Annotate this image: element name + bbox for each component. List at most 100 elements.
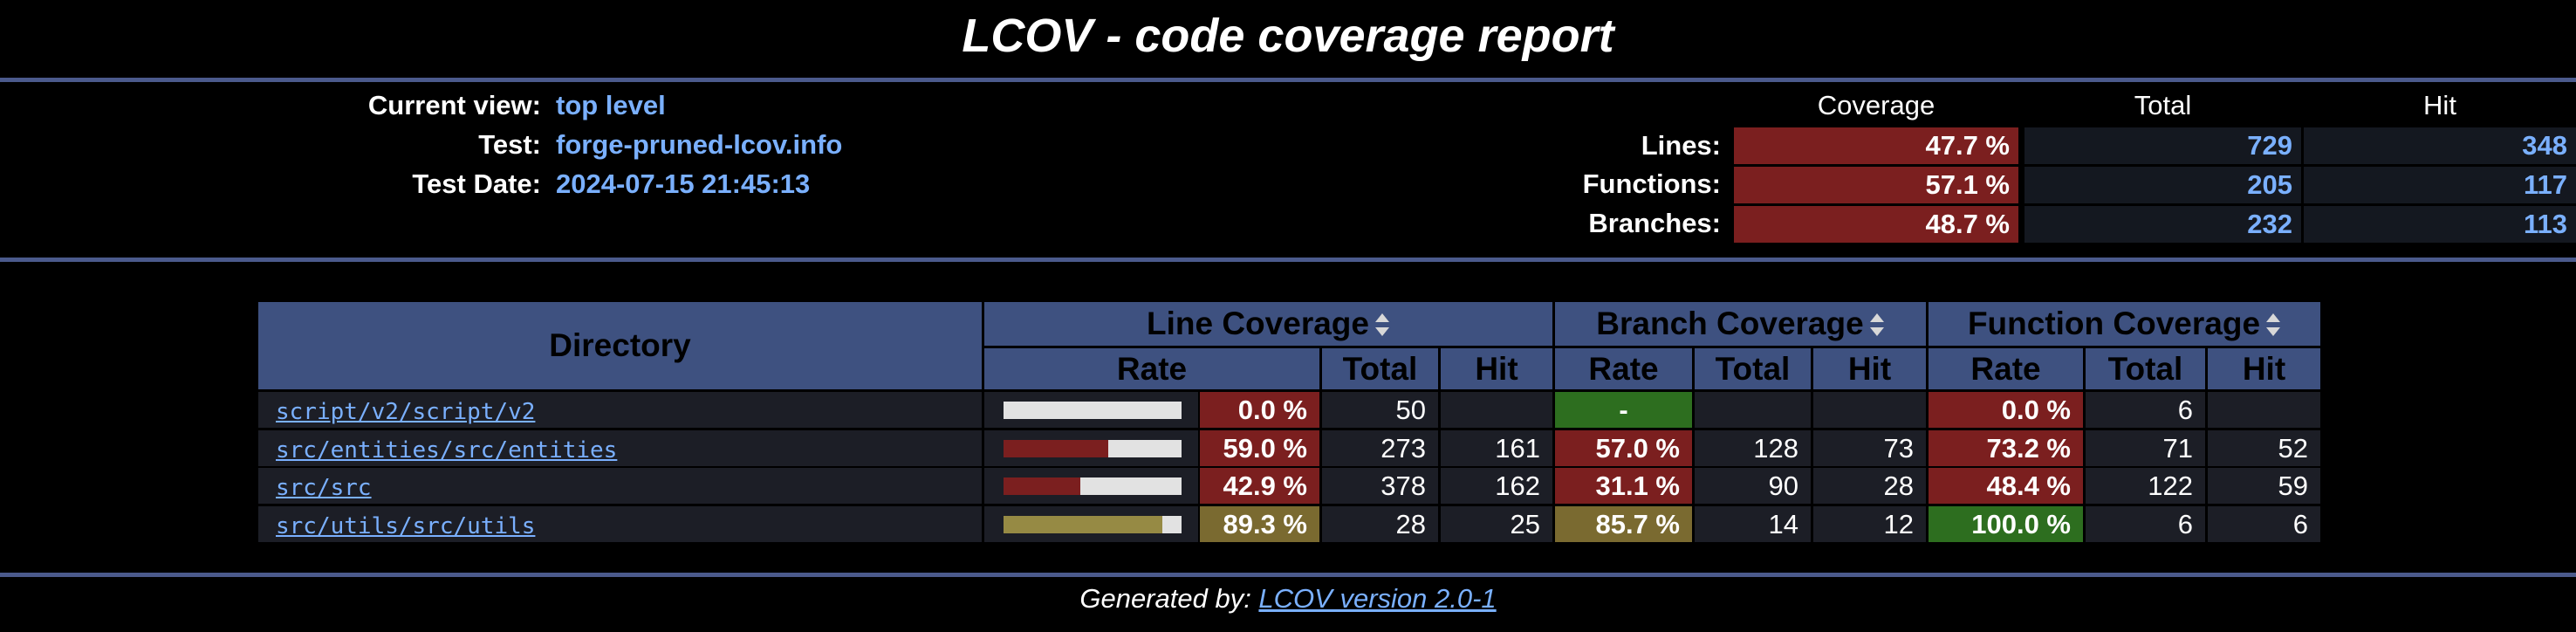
function-rate-cell: 73.2 % [1929,430,2083,466]
summary-lines-label: Lines: [1641,130,1721,161]
sort-icon[interactable] [1374,313,1390,337]
summary-functions-coverage: 57.1 % [1734,167,2018,203]
line-hit-cell: 25 [1441,506,1552,542]
coverage-bar-fill [1004,477,1080,495]
line-coverage-head[interactable]: Line Coverage [984,302,1552,346]
function-total-head: Total [2086,348,2205,389]
line-rate-cell: 59.0 % [1200,430,1319,466]
summary-lines-total: 729 [2024,127,2301,164]
line-total-head: Total [1322,348,1438,389]
directory-link[interactable]: src/utils/src/utils [276,513,536,539]
page-title: LCOV - code coverage report [962,10,1614,62]
branch-hit-cell: 28 [1813,468,1926,504]
line-total-cell: 50 [1322,392,1438,428]
footer: Generated by: LCOV version 2.0-1 [0,580,2576,618]
branch-rate-cell: 57.0 % [1555,430,1692,466]
branch-rate-cell: - [1555,392,1692,428]
line-coverage-bar-cell [984,392,1198,428]
footer-prefix: Generated by: [1079,583,1259,614]
line-hit-cell: 161 [1441,430,1552,466]
line-total-cell: 378 [1322,468,1438,504]
header-divider [0,258,2576,262]
line-rate-cell: 89.3 % [1200,506,1319,542]
line-rate-cell: 0.0 % [1200,392,1319,428]
line-hit-cell [1441,392,1552,428]
current-view-value: top level [556,90,666,120]
branch-hit-cell [1813,392,1926,428]
directory-link[interactable]: script/v2/script/v2 [276,399,536,425]
lcov-version-link[interactable]: LCOV version 2.0-1 [1258,583,1497,614]
directory-cell: src/src [258,468,982,504]
summary-functions-hit: 117 [2304,167,2576,203]
summary-hit-head: Hit [2423,90,2456,120]
function-hit-cell: 6 [2208,506,2320,542]
line-coverage-head-label: Line Coverage [1147,306,1369,341]
function-total-cell: 71 [2086,430,2205,466]
function-total-cell: 122 [2086,468,2205,504]
top-divider [0,78,2576,82]
directory-head-label: Directory [549,327,691,363]
directory-cell: script/v2/script/v2 [258,392,982,428]
function-total-cell: 6 [2086,392,2205,428]
test-date-label: Test Date: [412,168,541,199]
line-total-cell: 273 [1322,430,1438,466]
function-total-cell: 6 [2086,506,2205,542]
summary-branches-total: 232 [2024,206,2301,243]
summary-coverage-head: Coverage [1817,90,1935,120]
function-coverage-head-label: Function Coverage [1967,306,2261,341]
line-rate-cell: 42.9 % [1200,468,1319,504]
function-hit-cell: 52 [2208,430,2320,466]
coverage-bar-fill [1004,516,1163,533]
summary-branches-label: Branches: [1588,208,1721,238]
function-coverage-head[interactable]: Function Coverage [1929,302,2320,346]
summary-lines-coverage: 47.7 % [1734,127,2018,164]
branch-hit-cell: 12 [1813,506,1926,542]
directory-cell: src/utils/src/utils [258,506,982,542]
function-hit-head: Hit [2208,348,2320,389]
summary-branches-coverage: 48.7 % [1734,206,2018,243]
branch-total-cell: 90 [1695,468,1811,504]
branch-hit-cell: 73 [1813,430,1926,466]
branch-total-cell [1695,392,1811,428]
branch-rate-head: Rate [1555,348,1692,389]
summary-branches-hit: 113 [2304,206,2576,243]
line-total-cell: 28 [1322,506,1438,542]
branch-hit-head: Hit [1813,348,1926,389]
branch-total-head: Total [1695,348,1811,389]
function-hit-cell: 59 [2208,468,2320,504]
branch-coverage-head-label: Branch Coverage [1596,306,1864,341]
coverage-bar-fill [1004,440,1109,457]
sort-icon[interactable] [2265,313,2281,337]
function-rate-cell: 0.0 % [1929,392,2083,428]
current-view-label: Current view: [367,90,541,120]
line-hit-head: Hit [1441,348,1552,389]
summary-functions-label: Functions: [1582,168,1721,199]
function-hit-cell [2208,392,2320,428]
summary-functions-total: 205 [2024,167,2301,203]
branch-coverage-head[interactable]: Branch Coverage [1555,302,1926,346]
branch-rate-cell: 31.1 % [1555,468,1692,504]
line-coverage-bar-cell [984,468,1198,504]
line-hit-cell: 162 [1441,468,1552,504]
coverage-bar-track [1004,402,1182,419]
function-rate-cell: 100.0 % [1929,506,2083,542]
directory-column-head[interactable]: Directory [258,302,982,389]
line-rate-head: Rate [984,348,1319,389]
summary-total-head: Total [2134,90,2192,120]
line-coverage-bar-cell [984,430,1198,466]
test-date-value: 2024-07-15 21:45:13 [556,168,811,199]
sort-icon[interactable] [1869,313,1885,337]
directory-cell: src/entities/src/entities [258,430,982,466]
coverage-bar-track [1004,440,1182,457]
function-rate-head: Rate [1929,348,2083,389]
directory-link[interactable]: src/entities/src/entities [276,437,618,464]
directory-link[interactable]: src/src [276,475,372,501]
branch-total-cell: 128 [1695,430,1811,466]
test-label: Test: [478,129,541,160]
test-value: forge-pruned-lcov.info [556,129,843,160]
summary-lines-hit: 348 [2304,127,2576,164]
function-rate-cell: 48.4 % [1929,468,2083,504]
bottom-divider [0,573,2576,577]
branch-total-cell: 14 [1695,506,1811,542]
